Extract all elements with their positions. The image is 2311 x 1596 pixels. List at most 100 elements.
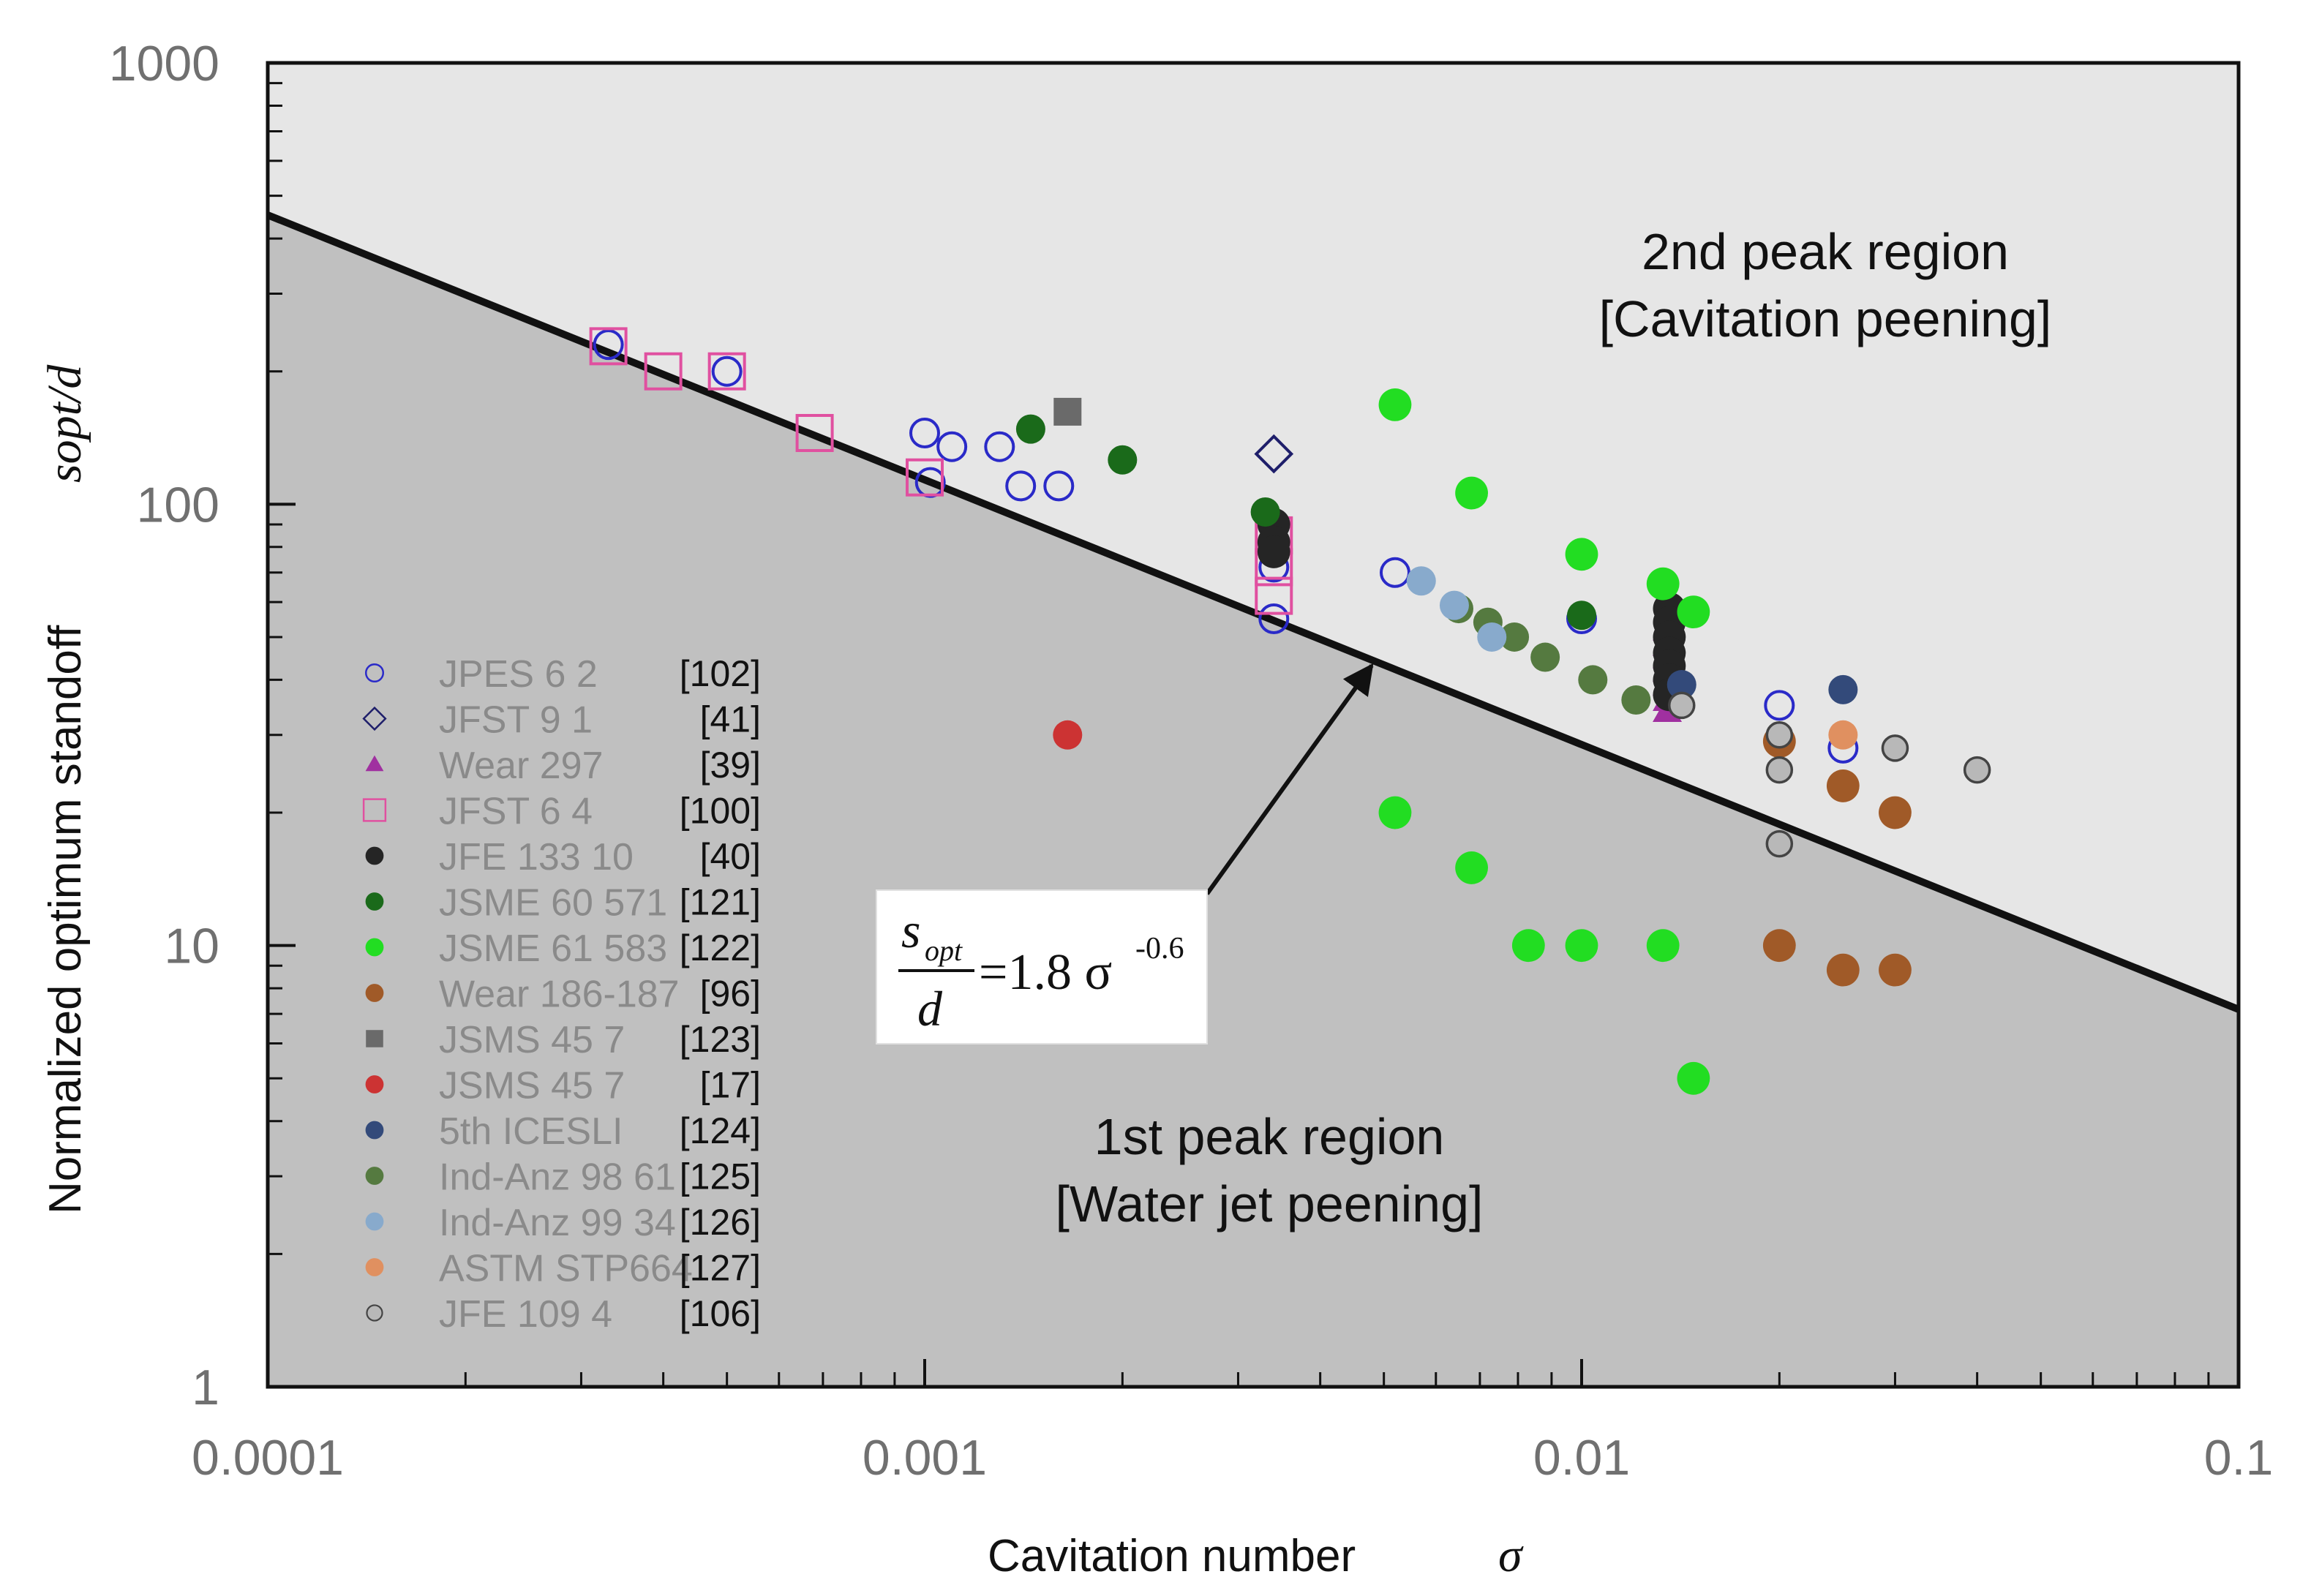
legend-label: JFE 133 10 [439,836,634,878]
legend-ref: [122] [680,927,761,968]
data-point [1646,929,1680,963]
data-point [1578,665,1608,695]
data-point [936,431,968,462]
legend-marker [366,1030,383,1047]
data-point [1826,953,1860,987]
legend-label: Wear 186-187 [439,974,680,1016]
series-9 [1053,720,1083,750]
legend-marker [365,846,384,865]
data-point [1828,674,1858,704]
legend-marker [362,798,387,822]
data-point [1826,769,1860,802]
y-tick-label: 1000 [109,36,219,91]
data-point [1762,929,1796,963]
data-point [795,413,834,452]
legend-ref: [124] [680,1110,761,1151]
legend-ref: [100] [680,791,761,832]
equation-rhs: =1.8 σ [979,944,1112,1001]
series-6 [1378,388,1710,1095]
data-point [1567,601,1596,631]
data-point [1765,756,1794,784]
legend-label: JPES 6 2 [439,653,598,696]
series-12 [1406,566,1507,652]
series-10 [1666,670,1858,704]
legend-ref: [123] [680,1019,761,1060]
data-point [1378,388,1412,421]
legend-marker [362,706,387,731]
legend: JPES 6 2 [102] JFST 9 1 [41] Wear 297 [39] JFS… [362,653,761,1336]
legend-label: JSMS 45 7 [439,1065,625,1107]
data-point [644,352,683,391]
x-axis-symbol: σ [1498,1529,1524,1582]
legend-ref: [41] [700,699,761,740]
equation-arrow [1205,663,1374,895]
legend-ref: [17] [700,1065,761,1106]
y-axis-symbol: sopt/d [38,364,91,483]
x-tick-label: 0.01 [1533,1430,1630,1486]
data-point [1455,476,1488,510]
equation-box [876,889,1208,1044]
data-point [1108,445,1138,475]
series-3 [589,327,1293,615]
y-tick-label: 1 [192,1360,219,1415]
data-point [1379,557,1410,588]
legend-label: JSMS 45 7 [439,1019,625,1061]
legend-ref: [125] [680,1156,761,1197]
y-tick-label: 100 [137,477,219,532]
legend-marker [365,984,384,1002]
data-point [906,458,944,497]
legend-marker [365,755,384,772]
legend-marker [366,1304,383,1322]
equation-denominator: d [917,981,943,1036]
data-point [1257,535,1290,568]
x-tick-label: 0.1 [2204,1430,2274,1486]
legend-label: JSME 61 583 [439,927,667,970]
y-axis-title: Normalized optimum standoff [40,625,91,1214]
lower-region [268,214,2239,1387]
major-ticks [266,61,2240,1388]
tick-labels: 0.0001 0.001 0.01 0.1 1 10 100 1000 [109,36,2274,1486]
data-point [1565,929,1598,963]
data-point [1666,670,1696,700]
data-point [1477,622,1507,652]
legend-marker [365,1121,384,1140]
x-axis-title: Cavitation number [988,1531,1356,1581]
series-14 [1668,691,1991,858]
data-point [1646,567,1680,601]
legend-label: JFE 109 4 [439,1293,612,1336]
data-point [984,431,1015,462]
x-tick-label: 0.001 [863,1430,987,1486]
y-tick-label: 10 [164,919,219,974]
equation-exponent: -0.6 [1135,932,1184,965]
legend-marker [365,1167,384,1185]
y-axis-title-group: Normalized optimum standoff sopt/d [38,364,91,1214]
upper-region-label-2: [Cavitation peening] [1599,290,2052,347]
data-point [1053,397,1082,426]
legend-ref: [126] [680,1202,761,1243]
data-point [1378,796,1412,829]
data-point [1668,691,1696,720]
data-point [1530,642,1560,672]
data-point [1254,434,1294,474]
data-point [1015,414,1045,444]
legend-label: 5th ICESLI [439,1110,623,1153]
series-5 [1015,414,1596,631]
legend-ref: [106] [680,1293,761,1334]
data-point [1053,720,1083,750]
data-point [1765,721,1794,749]
minor-ticks [268,82,2210,1387]
series-1 [1254,434,1294,474]
legend-marker [364,663,385,683]
legend-ref: [39] [700,745,761,786]
data-point [1250,497,1280,527]
data-point [909,417,940,448]
data-point [711,355,743,387]
data-point [1406,566,1436,596]
plot-frame [266,61,2241,1389]
data-points [589,327,1991,1095]
lower-region-label-2: [Water jet peening] [1056,1175,1484,1232]
series-7 [1762,725,1912,987]
data-point [1881,734,1909,762]
legend-marker [365,1212,384,1231]
data-point [589,327,628,366]
